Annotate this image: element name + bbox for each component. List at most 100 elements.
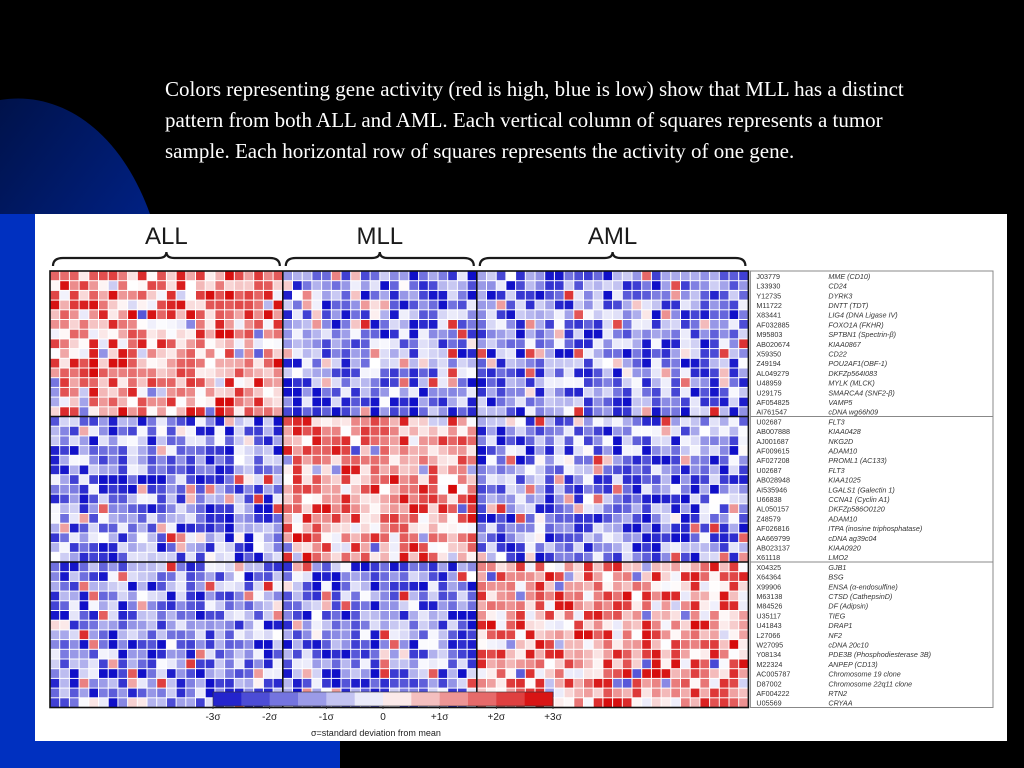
heatmap-cell [283, 358, 292, 368]
heatmap-cell [166, 397, 176, 407]
heatmap-cell [99, 320, 108, 329]
heatmap-cell [719, 378, 729, 387]
heatmap-cell [419, 436, 428, 446]
heatmap-cell [457, 552, 467, 562]
heatmap-cell [157, 630, 166, 640]
heatmap-cell [632, 290, 642, 300]
heatmap-cell [137, 523, 147, 533]
gene-symbol: CD24 [828, 282, 846, 291]
heatmap-cell [370, 601, 380, 610]
heatmap-cell [642, 494, 651, 504]
heatmap-cell [254, 669, 263, 678]
heatmap-cell [700, 698, 710, 707]
heatmap-cell [622, 368, 632, 378]
heatmap-cell [525, 514, 535, 523]
heatmap-cell [137, 300, 147, 310]
heatmap-cell [438, 484, 448, 494]
heatmap-cell [457, 378, 467, 387]
heatmap-cell [719, 572, 729, 581]
heatmap-cell [147, 649, 157, 659]
heatmap-cell [681, 611, 690, 620]
heatmap-cell [681, 640, 690, 649]
heatmap-cell [710, 591, 719, 601]
heatmap-cell [331, 640, 341, 649]
heatmap-cell [487, 611, 496, 620]
heatmap-cell [196, 387, 205, 397]
heatmap-cell [380, 669, 389, 678]
heatmap-cell [128, 611, 137, 620]
gene-accession: L27066 [756, 631, 780, 640]
heatmap-cell [254, 368, 263, 378]
heatmap-cell [108, 320, 118, 329]
heatmap-cell [147, 562, 157, 572]
heatmap-cell [545, 494, 554, 504]
heatmap-cell [166, 300, 176, 310]
heatmap-cell [690, 397, 700, 407]
heatmap-cell [516, 320, 525, 329]
heatmap-cell [632, 368, 642, 378]
heatmap-cell [564, 281, 574, 290]
heatmap-cell [719, 436, 729, 446]
heatmap-cell [196, 630, 205, 640]
heatmap-cell [108, 484, 118, 494]
gene-accession: X59350 [756, 350, 781, 359]
heatmap-cell [671, 320, 680, 329]
heatmap-cell [467, 290, 477, 300]
heatmap-cell [399, 678, 409, 688]
heatmap-cell [196, 640, 205, 649]
heatmap-cell [370, 271, 380, 281]
heatmap-cell [729, 310, 739, 319]
heatmap-cell [419, 572, 428, 581]
heatmap-cell [79, 339, 89, 349]
heatmap-cell [79, 446, 89, 455]
heatmap-cell [545, 339, 554, 349]
heatmap-cell [244, 329, 254, 339]
heatmap-cell [584, 630, 593, 640]
heatmap-cell [574, 581, 583, 591]
heatmap-cell [99, 669, 108, 678]
heatmap-cell [496, 678, 506, 688]
heatmap-cell [166, 320, 176, 329]
heatmap-cell [293, 678, 302, 688]
heatmap-cell [651, 543, 661, 552]
heatmap-cell [244, 562, 254, 572]
heatmap-cell [564, 698, 574, 707]
heatmap-cell [60, 698, 69, 707]
heatmap-cell [681, 320, 690, 329]
heatmap-cell [128, 417, 137, 426]
heatmap-cell [613, 630, 622, 640]
heatmap-cell [322, 543, 331, 552]
heatmap-cell [710, 533, 719, 543]
heatmap-cell [584, 329, 593, 339]
heatmap-cell [99, 688, 108, 698]
heatmap-cell [593, 387, 603, 397]
heatmap-cell [147, 504, 157, 513]
heatmap-cell [390, 611, 399, 620]
heatmap-cell [632, 572, 642, 581]
heatmap-cell [157, 591, 166, 601]
heatmap-cell [428, 436, 438, 446]
heatmap-cell [380, 523, 389, 533]
heatmap-cell [69, 620, 79, 630]
heatmap-cell [137, 698, 147, 707]
heatmap-cell [351, 300, 360, 310]
heatmap-cell [263, 271, 273, 281]
heatmap-cell [322, 281, 331, 290]
heatmap-cell [603, 572, 613, 581]
gene-accession: U48959 [756, 379, 781, 388]
heatmap-cell [147, 407, 157, 416]
heatmap-cell [137, 611, 147, 620]
heatmap-cell [438, 514, 448, 523]
heatmap-cell [739, 562, 748, 572]
heatmap-cell [341, 397, 351, 407]
heatmap-cell [487, 446, 496, 455]
heatmap-cell [584, 387, 593, 397]
heatmap-cell [516, 591, 525, 601]
heatmap-cell [710, 494, 719, 504]
heatmap-cell [622, 281, 632, 290]
heatmap-cell [632, 630, 642, 640]
heatmap-cell [60, 601, 69, 610]
heatmap-cell [50, 455, 60, 465]
heatmap-cell [554, 436, 564, 446]
heatmap-cell [399, 368, 409, 378]
